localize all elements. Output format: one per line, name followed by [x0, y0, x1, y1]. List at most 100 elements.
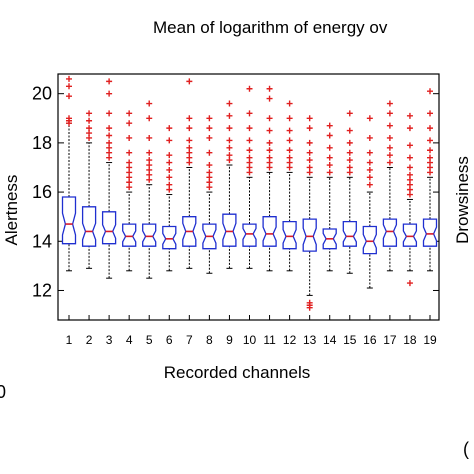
outlier-point [346, 127, 353, 134]
y-tick-label: 16 [32, 182, 52, 202]
box-body [422, 218, 438, 247]
outlier-point [186, 78, 193, 85]
chart-title: Mean of logarithm of energy ov [153, 18, 388, 37]
outlier-point [246, 110, 253, 117]
outlier-point [86, 125, 93, 132]
box-13 [302, 115, 317, 311]
outlier-point [406, 154, 413, 161]
outlier-point [126, 120, 133, 127]
outlier-point [406, 164, 413, 171]
box-7 [182, 78, 197, 269]
outlier-point [266, 115, 273, 122]
box-4 [122, 110, 137, 272]
edge-text-right: ( [463, 439, 469, 459]
outlier-point [146, 134, 153, 141]
box-9 [222, 100, 237, 269]
x-tick-label: 6 [166, 333, 173, 347]
outlier-point [186, 144, 193, 151]
outlier-point [366, 181, 373, 188]
outlier-point [346, 149, 353, 156]
outlier-point [206, 125, 213, 132]
outlier-point [146, 157, 153, 164]
x-tick-label: 17 [383, 333, 397, 347]
x-tick-label: 19 [423, 333, 437, 347]
outlier-point [126, 134, 133, 141]
x-tick-label: 7 [186, 333, 193, 347]
boxes-group [61, 75, 438, 311]
x-tick-label: 13 [303, 333, 317, 347]
outlier-point [326, 162, 333, 169]
outlier-point [166, 152, 173, 159]
outlier-point [166, 181, 173, 188]
outlier-point [146, 100, 153, 107]
outlier-point [286, 154, 293, 161]
outlier-point [306, 149, 313, 156]
outlier-point [166, 125, 173, 132]
outlier-point [366, 115, 373, 122]
box-1 [61, 75, 77, 272]
outlier-point [246, 154, 253, 161]
box-body [282, 220, 297, 250]
outlier-point [346, 139, 353, 146]
outlier-point [366, 174, 373, 181]
outlier-point [226, 144, 233, 151]
outlier-point [246, 85, 253, 92]
outlier-point [166, 166, 173, 173]
outlier-point [326, 154, 333, 161]
outlier-point [186, 125, 193, 132]
right-axis-label: Drowsiness [453, 156, 472, 244]
outlier-point [86, 117, 93, 124]
box-2 [81, 110, 97, 269]
box-body [122, 223, 137, 247]
box-body [402, 223, 418, 247]
y-axis: 12 14 16 18 20 [32, 84, 439, 300]
outlier-point [206, 149, 213, 156]
outlier-point [427, 125, 433, 132]
outlier-point [427, 137, 433, 144]
box-body [222, 213, 237, 247]
outlier-point [286, 137, 293, 144]
outlier-point [326, 132, 333, 139]
outlier-point [406, 280, 413, 287]
outlier-point [427, 110, 433, 117]
outlier-point [106, 78, 113, 85]
outlier-point [66, 83, 72, 90]
box-body [142, 223, 157, 247]
box-3 [101, 78, 117, 279]
box-18 [402, 112, 418, 287]
outlier-point [106, 139, 113, 146]
outlier-point [326, 144, 333, 151]
outlier-point [206, 162, 213, 169]
outlier-point [306, 299, 313, 306]
box-6 [162, 125, 177, 272]
outlier-point [306, 157, 313, 164]
outlier-point [406, 142, 413, 149]
outlier-point [266, 85, 273, 92]
outlier-point [386, 110, 393, 117]
outlier-point [226, 137, 233, 144]
outlier-point [106, 125, 113, 132]
y-tick-label: 18 [32, 133, 52, 153]
box-body [162, 225, 177, 250]
outlier-point [427, 147, 433, 154]
x-tick-label: 4 [126, 333, 133, 347]
box-14 [322, 122, 337, 272]
box-16 [362, 115, 377, 289]
outlier-point [286, 115, 293, 122]
outlier-point [266, 127, 273, 134]
outlier-point [286, 127, 293, 134]
outlier-point [66, 93, 72, 100]
outlier-point [206, 115, 213, 122]
outlier-point [366, 149, 373, 156]
outlier-point [66, 75, 72, 82]
outlier-point [406, 125, 413, 132]
x-tick-label: 3 [106, 333, 113, 347]
y-axis-label: Alertness [2, 175, 21, 246]
y-tick-label: 12 [32, 280, 52, 300]
outlier-point [226, 152, 233, 159]
box-body [61, 196, 77, 245]
outlier-point [186, 137, 193, 144]
y-tick-label: 14 [32, 231, 52, 251]
outlier-point [386, 100, 393, 107]
outlier-point [106, 90, 113, 97]
